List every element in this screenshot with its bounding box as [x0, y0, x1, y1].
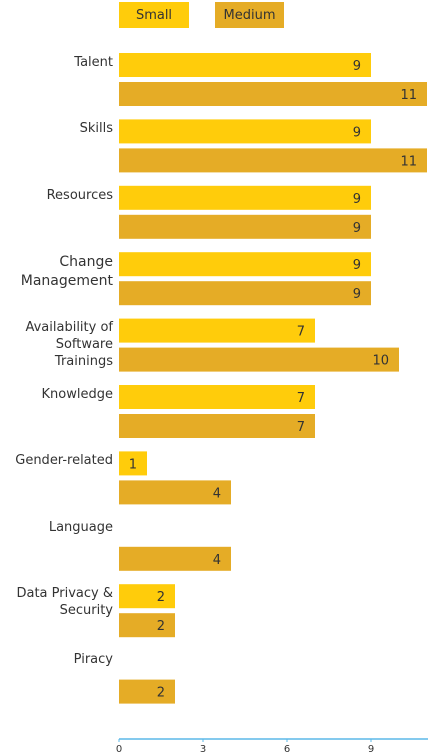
data-label-medium: 10: [372, 354, 389, 369]
data-label-small: 9: [353, 125, 361, 140]
data-label-medium: 2: [157, 686, 165, 701]
data-label-medium: 9: [353, 221, 361, 236]
bar-small: [119, 385, 315, 409]
data-label-medium: 2: [157, 619, 165, 634]
data-label-medium: 11: [400, 154, 417, 169]
bar-medium: [119, 82, 427, 106]
bar-medium: [119, 347, 399, 372]
data-label-medium: 4: [213, 486, 221, 501]
category-label: Data Privacy & Security: [16, 586, 113, 618]
bar-medium: [119, 613, 175, 638]
bar-medium: [119, 414, 315, 438]
data-label-small: 7: [297, 325, 305, 340]
x-tick-label: 0: [116, 744, 122, 755]
data-label-medium: 11: [400, 88, 417, 103]
legend-item-small[interactable]: Small: [119, 2, 189, 28]
bar-small: [119, 451, 147, 476]
data-label-small: 1: [129, 457, 137, 472]
bar-medium: [119, 281, 371, 306]
legend-item-medium[interactable]: Medium: [215, 2, 284, 28]
category-label: Change Management: [20, 254, 113, 289]
bar-medium: [119, 214, 371, 239]
bar-small: [119, 252, 371, 277]
bar-medium: [119, 546, 231, 571]
category-label: Language: [48, 520, 113, 535]
bar-small: [119, 318, 315, 343]
bar-medium: [119, 480, 231, 505]
x-tick-label: 9: [368, 744, 374, 755]
legend-label-medium: Medium: [223, 7, 276, 23]
category-label: Gender-related: [15, 453, 113, 468]
category-label: Resources: [46, 188, 113, 203]
data-label-medium: 7: [297, 420, 305, 435]
data-label-medium: 9: [353, 287, 361, 302]
bar-medium: [119, 679, 175, 704]
bar-small: [119, 53, 371, 77]
bar-small: [119, 584, 175, 609]
category-label: Availability of Software Trainings: [25, 320, 113, 369]
bar-medium: [119, 148, 427, 173]
legend-label-small: Small: [135, 7, 173, 23]
data-label-small: 7: [297, 391, 305, 406]
data-label-small: 9: [353, 192, 361, 207]
category-label: Talent: [74, 55, 113, 70]
category-label: Knowledge: [41, 387, 113, 402]
data-label-medium: 4: [213, 553, 221, 568]
category-label: Piracy: [73, 652, 113, 667]
data-label-small: 2: [157, 590, 165, 605]
bar-small: [119, 185, 371, 210]
bar-small: [119, 119, 371, 144]
data-label-small: 9: [353, 258, 361, 273]
category-label: Skills: [79, 121, 113, 136]
x-tick-label: 3: [200, 744, 206, 755]
x-tick-label: 6: [284, 744, 290, 755]
data-label-small: 9: [353, 59, 361, 74]
